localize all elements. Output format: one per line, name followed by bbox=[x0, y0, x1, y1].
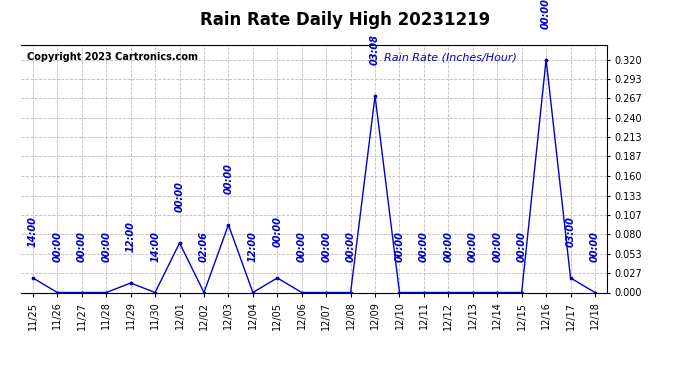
Text: 00:00: 00:00 bbox=[175, 182, 184, 213]
Text: 03:00: 03:00 bbox=[566, 216, 575, 248]
Text: 00:00: 00:00 bbox=[395, 231, 404, 262]
Text: 12:00: 12:00 bbox=[126, 222, 136, 252]
Text: 00:00: 00:00 bbox=[492, 231, 502, 262]
Text: 00:00: 00:00 bbox=[297, 231, 307, 262]
Text: 00:00: 00:00 bbox=[541, 0, 551, 29]
Text: 14:00: 14:00 bbox=[28, 216, 38, 248]
Text: 00:00: 00:00 bbox=[77, 231, 87, 262]
Text: 00:00: 00:00 bbox=[52, 231, 62, 262]
Text: 00:00: 00:00 bbox=[273, 216, 282, 248]
Text: 00:00: 00:00 bbox=[468, 231, 477, 262]
Text: 00:00: 00:00 bbox=[419, 231, 429, 262]
Text: 00:00: 00:00 bbox=[444, 231, 453, 262]
Text: 14:00: 14:00 bbox=[150, 231, 160, 262]
Text: 03:08: 03:08 bbox=[370, 34, 380, 65]
Text: 12:00: 12:00 bbox=[248, 231, 258, 262]
Text: 00:00: 00:00 bbox=[590, 231, 600, 262]
Text: 00:00: 00:00 bbox=[321, 231, 331, 262]
Text: Rain Rate Daily High 20231219: Rain Rate Daily High 20231219 bbox=[200, 11, 490, 29]
Text: Copyright 2023 Cartronics.com: Copyright 2023 Cartronics.com bbox=[26, 53, 197, 62]
Text: 00:00: 00:00 bbox=[101, 231, 111, 262]
Text: 02:06: 02:06 bbox=[199, 231, 209, 262]
Text: 00:00: 00:00 bbox=[224, 164, 233, 194]
Text: Rain Rate (Inches/Hour): Rain Rate (Inches/Hour) bbox=[384, 53, 518, 62]
Text: 00:00: 00:00 bbox=[517, 231, 526, 262]
Text: 00:00: 00:00 bbox=[346, 231, 355, 262]
